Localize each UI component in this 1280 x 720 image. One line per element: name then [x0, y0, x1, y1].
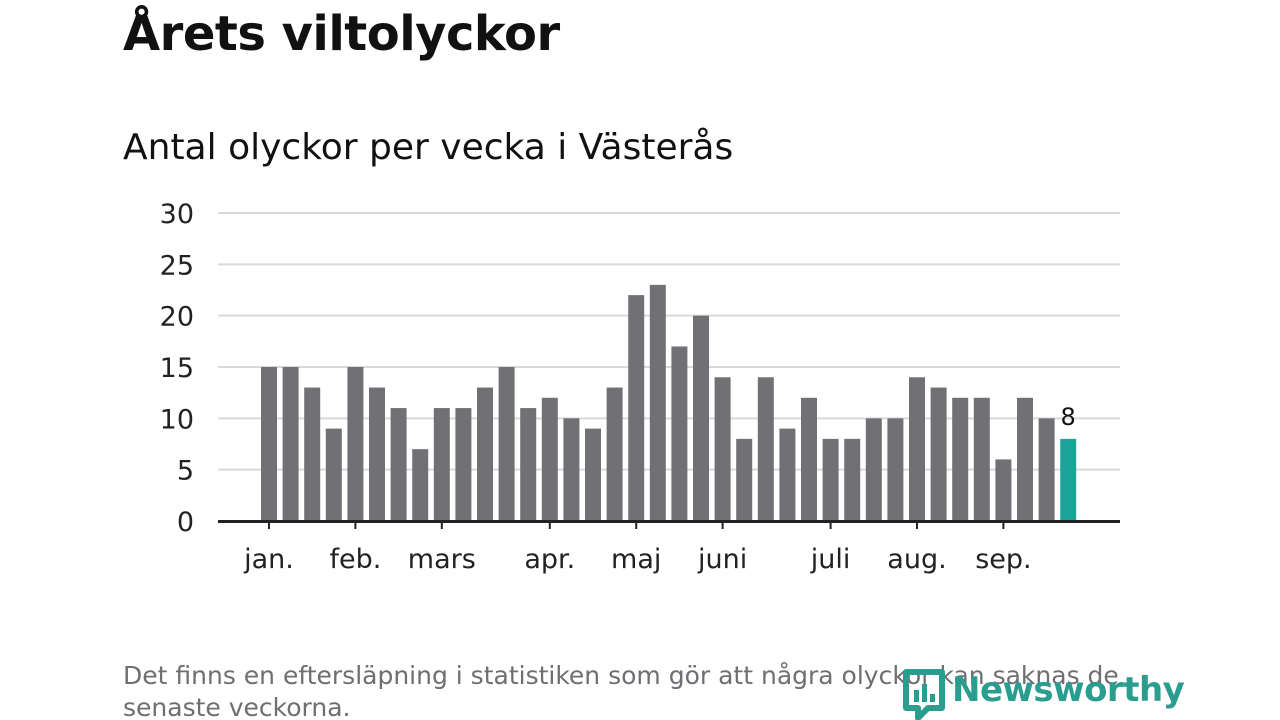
bar: [541, 397, 558, 521]
footnote: Det finns en eftersläpning i statistiken…: [123, 661, 1119, 720]
y-tick-label: 10: [160, 404, 194, 435]
newsworthy-logo[interactable]: Newsworthy: [902, 668, 1185, 720]
bar-chart: 0 5 10 15 20 25 30 jan. feb. mars apr. maj juni juli…: [160, 199, 1120, 575]
bar: [282, 367, 299, 521]
bar: [649, 284, 666, 521]
y-axis-ticks: 0 5 10 15 20 25 30: [160, 199, 194, 538]
data-labels: 8: [1061, 403, 1076, 431]
y-tick-label: 5: [177, 456, 194, 487]
bar: [585, 428, 601, 521]
bar: [909, 377, 925, 521]
bar: [671, 346, 688, 521]
bar: [801, 397, 817, 521]
bar: [736, 438, 753, 521]
y-tick-label: 15: [160, 353, 194, 384]
bar: [606, 387, 623, 521]
bar-latest-week: [1060, 438, 1077, 521]
bar: [477, 387, 493, 521]
bar: [779, 428, 796, 521]
x-axis-ticks: jan. feb. mars apr. maj juni juli aug. sep.: [243, 521, 1032, 575]
x-tick-label: juli: [810, 544, 851, 575]
bar: [822, 438, 839, 521]
bar: [520, 408, 537, 521]
bar: [865, 418, 882, 521]
x-tick-label: aug.: [887, 544, 946, 575]
bar: [261, 367, 277, 521]
bar: [390, 408, 407, 521]
bar: [628, 295, 645, 521]
bar: [498, 367, 515, 521]
y-tick-label: 0: [177, 507, 194, 538]
bar: [433, 408, 450, 521]
bar: [1038, 418, 1055, 521]
y-tick-label: 20: [160, 302, 194, 333]
x-tick-label: maj: [611, 544, 661, 575]
bar: [1017, 397, 1033, 521]
bar: [887, 418, 904, 521]
x-tick-label: mars: [408, 544, 476, 575]
bar: [757, 377, 774, 521]
data-label-latest: 8: [1061, 403, 1076, 431]
bar: [973, 397, 990, 521]
x-tick-label: jan.: [243, 544, 294, 575]
bar: [455, 408, 472, 521]
bar: [563, 418, 580, 521]
bars: [261, 284, 1077, 521]
x-tick-label: feb.: [329, 544, 381, 575]
y-tick-label: 30: [160, 199, 194, 230]
bar: [304, 387, 321, 521]
y-tick-label: 25: [160, 250, 194, 281]
brand-name: Newsworthy: [952, 670, 1185, 710]
newsworthy-logo-icon: [903, 669, 945, 720]
x-tick-label: juni: [697, 544, 747, 575]
bar: [952, 397, 969, 521]
bar: [693, 315, 709, 521]
x-tick-label: apr.: [524, 544, 575, 575]
bar: [995, 459, 1012, 521]
chart-title: Årets viltolyckor: [123, 6, 560, 62]
chart-subtitle: Antal olyckor per vecka i Västerås: [123, 127, 734, 168]
bar: [714, 377, 731, 521]
bar: [844, 438, 861, 521]
bar: [325, 428, 342, 521]
gridlines: [218, 212, 1120, 471]
bar: [930, 387, 947, 521]
bar: [412, 449, 429, 521]
bar: [369, 387, 385, 521]
x-tick-label: sep.: [975, 544, 1031, 575]
bar: [347, 367, 364, 521]
